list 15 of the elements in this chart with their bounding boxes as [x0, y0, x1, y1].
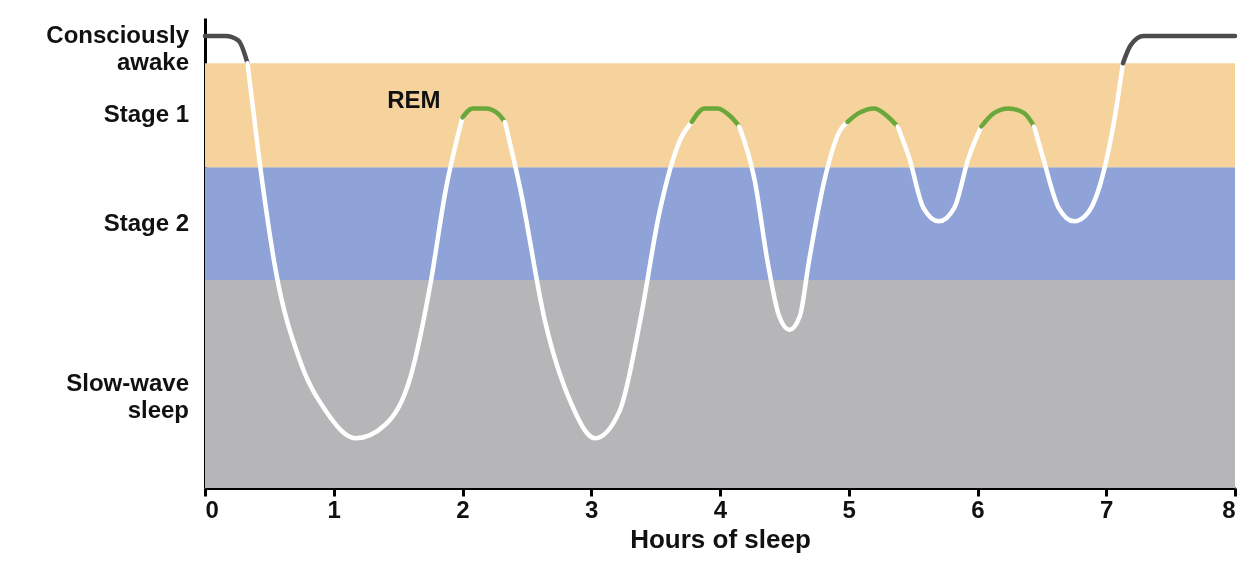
- band-label: Stage 2: [103, 208, 189, 236]
- x-tick-label: 3: [585, 495, 599, 523]
- x-tick-label: 2: [456, 495, 470, 523]
- band-label: Stage 1: [103, 100, 189, 128]
- x-tick-label: 7: [1100, 495, 1114, 523]
- x-tick-label: 4: [713, 495, 728, 523]
- annotation: REM: [387, 86, 441, 114]
- x-tick-label: 8: [1222, 495, 1236, 523]
- band-label: Slow-wave sleep: [66, 369, 189, 424]
- x-tick-label: 6: [971, 495, 985, 523]
- x-tick-label: 1: [327, 495, 341, 523]
- annotation: Consciously awake: [46, 21, 190, 76]
- x-axis-title: Hours of sleep: [630, 523, 811, 554]
- x-tick-label: 5: [842, 495, 856, 523]
- x-tick-label: 0: [205, 495, 219, 523]
